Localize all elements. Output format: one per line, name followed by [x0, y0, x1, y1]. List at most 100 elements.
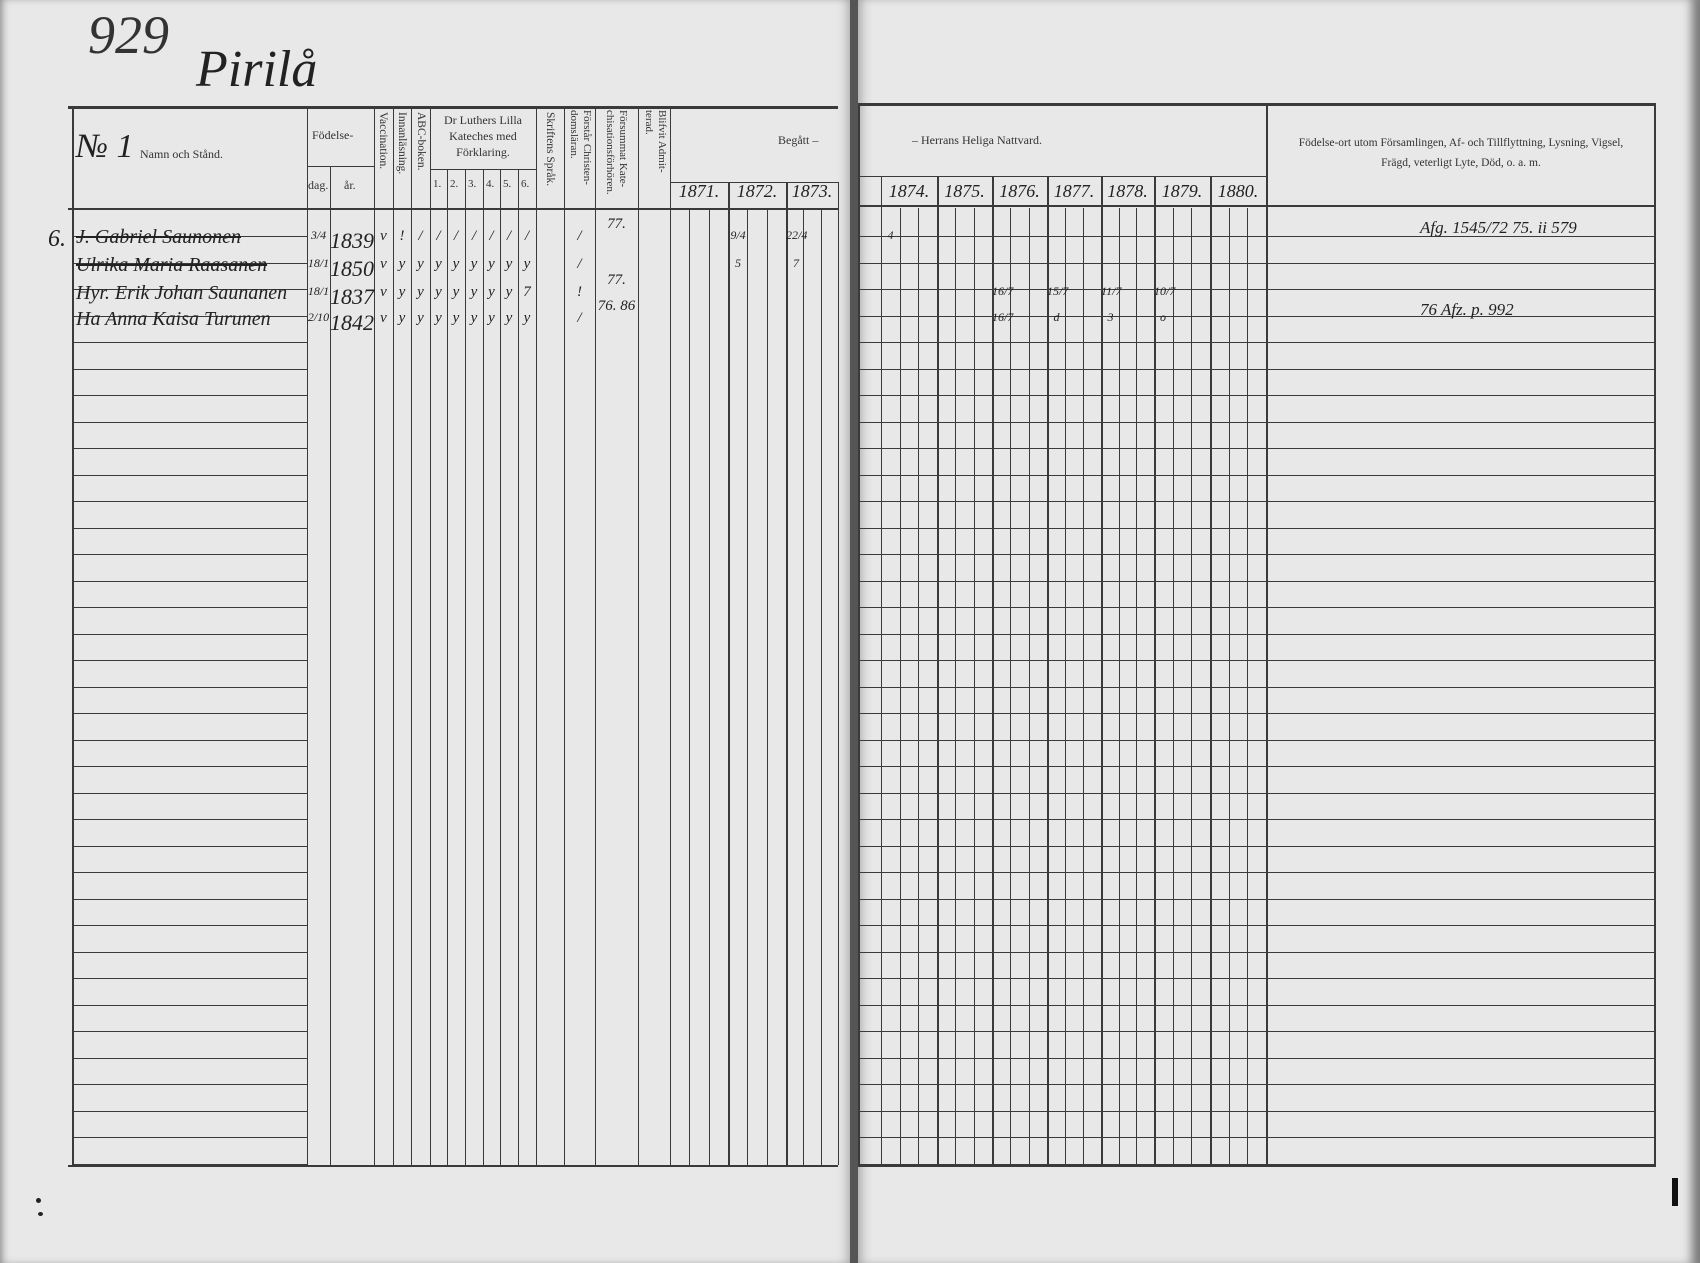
rule-line [858, 634, 1654, 635]
rule-line [68, 208, 838, 210]
rule-line [72, 369, 307, 370]
rule-line [858, 660, 1654, 661]
rule-line [72, 1084, 307, 1085]
year-header: 1877. [1053, 181, 1095, 201]
year-cell: 1850 [330, 256, 374, 281]
missed-cell: 77. [607, 216, 626, 232]
year-header: 1880. [1217, 181, 1259, 201]
rule-line [858, 422, 1654, 423]
admitted-line: Blifvit Admit- [656, 110, 668, 173]
rule-line [72, 872, 307, 873]
page-mark [38, 1212, 43, 1216]
column-line [747, 208, 749, 1165]
missed-header: Försummat Kate-chisationsförhören. [603, 110, 629, 195]
column-line [955, 208, 957, 1165]
rule-line [72, 342, 307, 343]
communion-header-right: – Herrans Heliga Nattvard. [912, 133, 1042, 147]
catechism-part-header: 1. [433, 178, 442, 190]
right-page [856, 0, 1700, 1263]
missed-line: chisationsförhören. [604, 110, 616, 195]
rule-line [72, 899, 307, 900]
remarks-line: Födelse-ort utom Församlingen, Af- och T… [1298, 137, 1624, 149]
column-line [393, 106, 394, 1165]
catechism-cell: y [435, 284, 442, 300]
rule-line [858, 978, 1654, 979]
rule-line [858, 205, 1656, 207]
row-margin-number: 6. [48, 226, 66, 252]
catechism-cell: / [489, 228, 494, 244]
catechism-line: Förklaring. [456, 145, 510, 159]
understands-cell: ! [577, 284, 582, 300]
abc-cell: y [417, 256, 424, 272]
rule-line [858, 740, 1654, 741]
column-line [992, 176, 994, 1165]
rule-line [858, 1058, 1654, 1059]
rule-line [858, 475, 1654, 476]
catechism-part-header: 2. [450, 178, 459, 190]
person-name: Hyr. Erik Johan Saunanen [76, 282, 288, 304]
rule-line [670, 182, 838, 183]
rule-line [858, 369, 1654, 370]
rule-line [858, 713, 1654, 714]
rule-line [858, 1165, 1656, 1167]
column-line [937, 176, 939, 1165]
catechism-line: Dr Luthers Lilla [444, 113, 522, 127]
rule-line [858, 289, 1654, 290]
catechism-cell: / [506, 228, 512, 244]
catechism-cell: y [523, 256, 531, 272]
rule-line [858, 819, 1654, 820]
column-line [1028, 208, 1030, 1165]
catechism-cell: y [488, 284, 495, 300]
column-line [1118, 208, 1120, 1165]
rule-line [72, 448, 307, 449]
rule-line [72, 1058, 307, 1059]
rule-line [858, 899, 1654, 900]
column-line [330, 166, 331, 1165]
name-header: Namn och Stånd. [140, 147, 223, 161]
rule-line [72, 395, 307, 396]
rule-line [858, 1164, 1654, 1165]
rule-line [858, 1111, 1654, 1112]
rule-line [72, 713, 307, 714]
day-cell: 18/1 [307, 284, 330, 298]
y1876-cell: 16/7 [992, 310, 1014, 324]
y1879-cell: 10/7 [1154, 284, 1176, 298]
column-line [820, 208, 822, 1165]
catechism-cell: y [452, 284, 460, 300]
day-cell: 3/4 [310, 228, 327, 242]
number-label: № 1 [76, 128, 134, 165]
abc-cell: y [417, 284, 424, 300]
rule-line [858, 925, 1654, 926]
rule-line [68, 106, 838, 109]
understands-cell: / [577, 228, 582, 244]
column-line [708, 208, 710, 1165]
birth-day-header: dag. [308, 178, 329, 192]
rule-line [72, 1137, 307, 1138]
missed-cell: 77. [607, 272, 626, 288]
rule-line [858, 766, 1654, 767]
column-line [881, 176, 882, 1165]
rule-line [72, 475, 307, 476]
year-cell: 1839 [330, 228, 374, 253]
column-line [689, 208, 691, 1165]
rule-line [72, 925, 307, 926]
column-line [838, 182, 839, 1165]
column-line [786, 182, 788, 1165]
vacc-cell: v [380, 228, 387, 244]
catechism-cell: y [523, 310, 531, 326]
remarks-line: Frägd, veterligt Lyte, Död, o. a. m. [1381, 157, 1541, 169]
birth-header: Födelse- [312, 128, 354, 142]
column-line [72, 106, 74, 1165]
rule-line [858, 501, 1654, 502]
person-name: Ulrika Maria Raasanen [76, 254, 268, 276]
catechism-part-header: 3. [468, 178, 477, 190]
scripture-header: Skriftens Språk. [544, 112, 556, 187]
column-line [899, 208, 901, 1165]
rule-line [72, 1164, 307, 1165]
catechism-cell: y [505, 310, 513, 326]
rule-line [858, 1137, 1654, 1138]
rule-line [72, 740, 307, 741]
column-line [1191, 208, 1193, 1165]
communion-header-left: Begått – [778, 133, 819, 147]
rule-line [72, 766, 307, 767]
